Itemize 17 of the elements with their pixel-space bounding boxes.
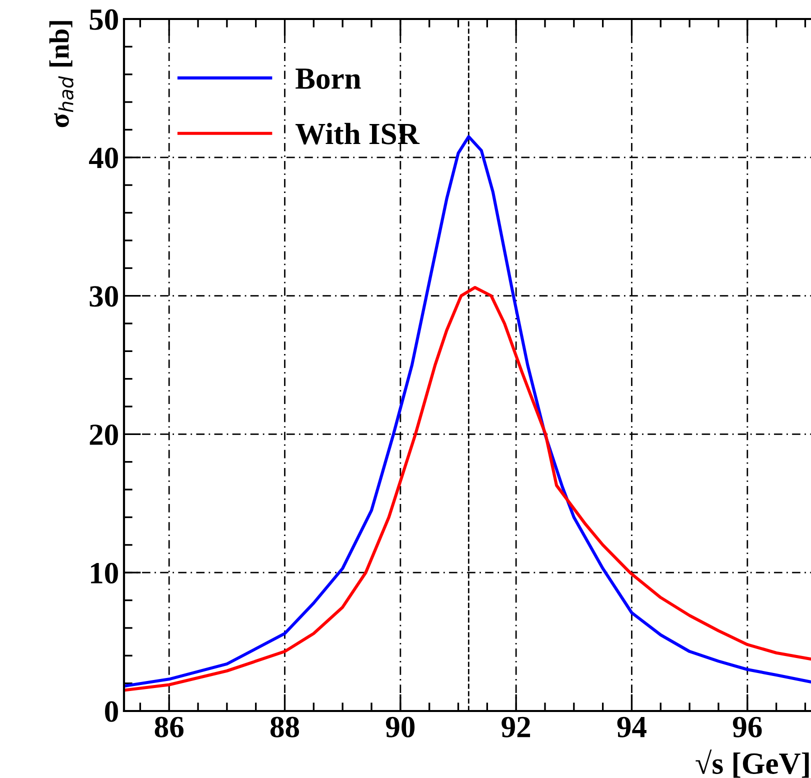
x-tick-label: 96 — [732, 716, 762, 738]
x-tick-label: 92 — [502, 716, 530, 738]
y-tick-label: 20 — [90, 424, 118, 446]
x-tick-label: 86 — [154, 716, 184, 738]
x-tick-label: 90 — [386, 716, 415, 738]
y-tick-label: 0 — [105, 701, 118, 722]
x-tick-label: 94 — [617, 716, 646, 738]
y-tick-label: 30 — [90, 286, 118, 307]
y-axis-title: σ$_{had}$ [nb] — [49, 21, 74, 128]
x-axis-title: √s [GeV] — [696, 749, 809, 778]
y-tick-label: 40 — [89, 148, 118, 168]
y-tick-label: 50 — [90, 9, 118, 30]
legend-label: With ISR — [296, 122, 420, 145]
x-tick-label: 88 — [270, 716, 300, 738]
y-tick-label: 10 — [91, 562, 118, 584]
legend-label: Born — [296, 68, 361, 89]
line-series — [124, 286, 811, 692]
